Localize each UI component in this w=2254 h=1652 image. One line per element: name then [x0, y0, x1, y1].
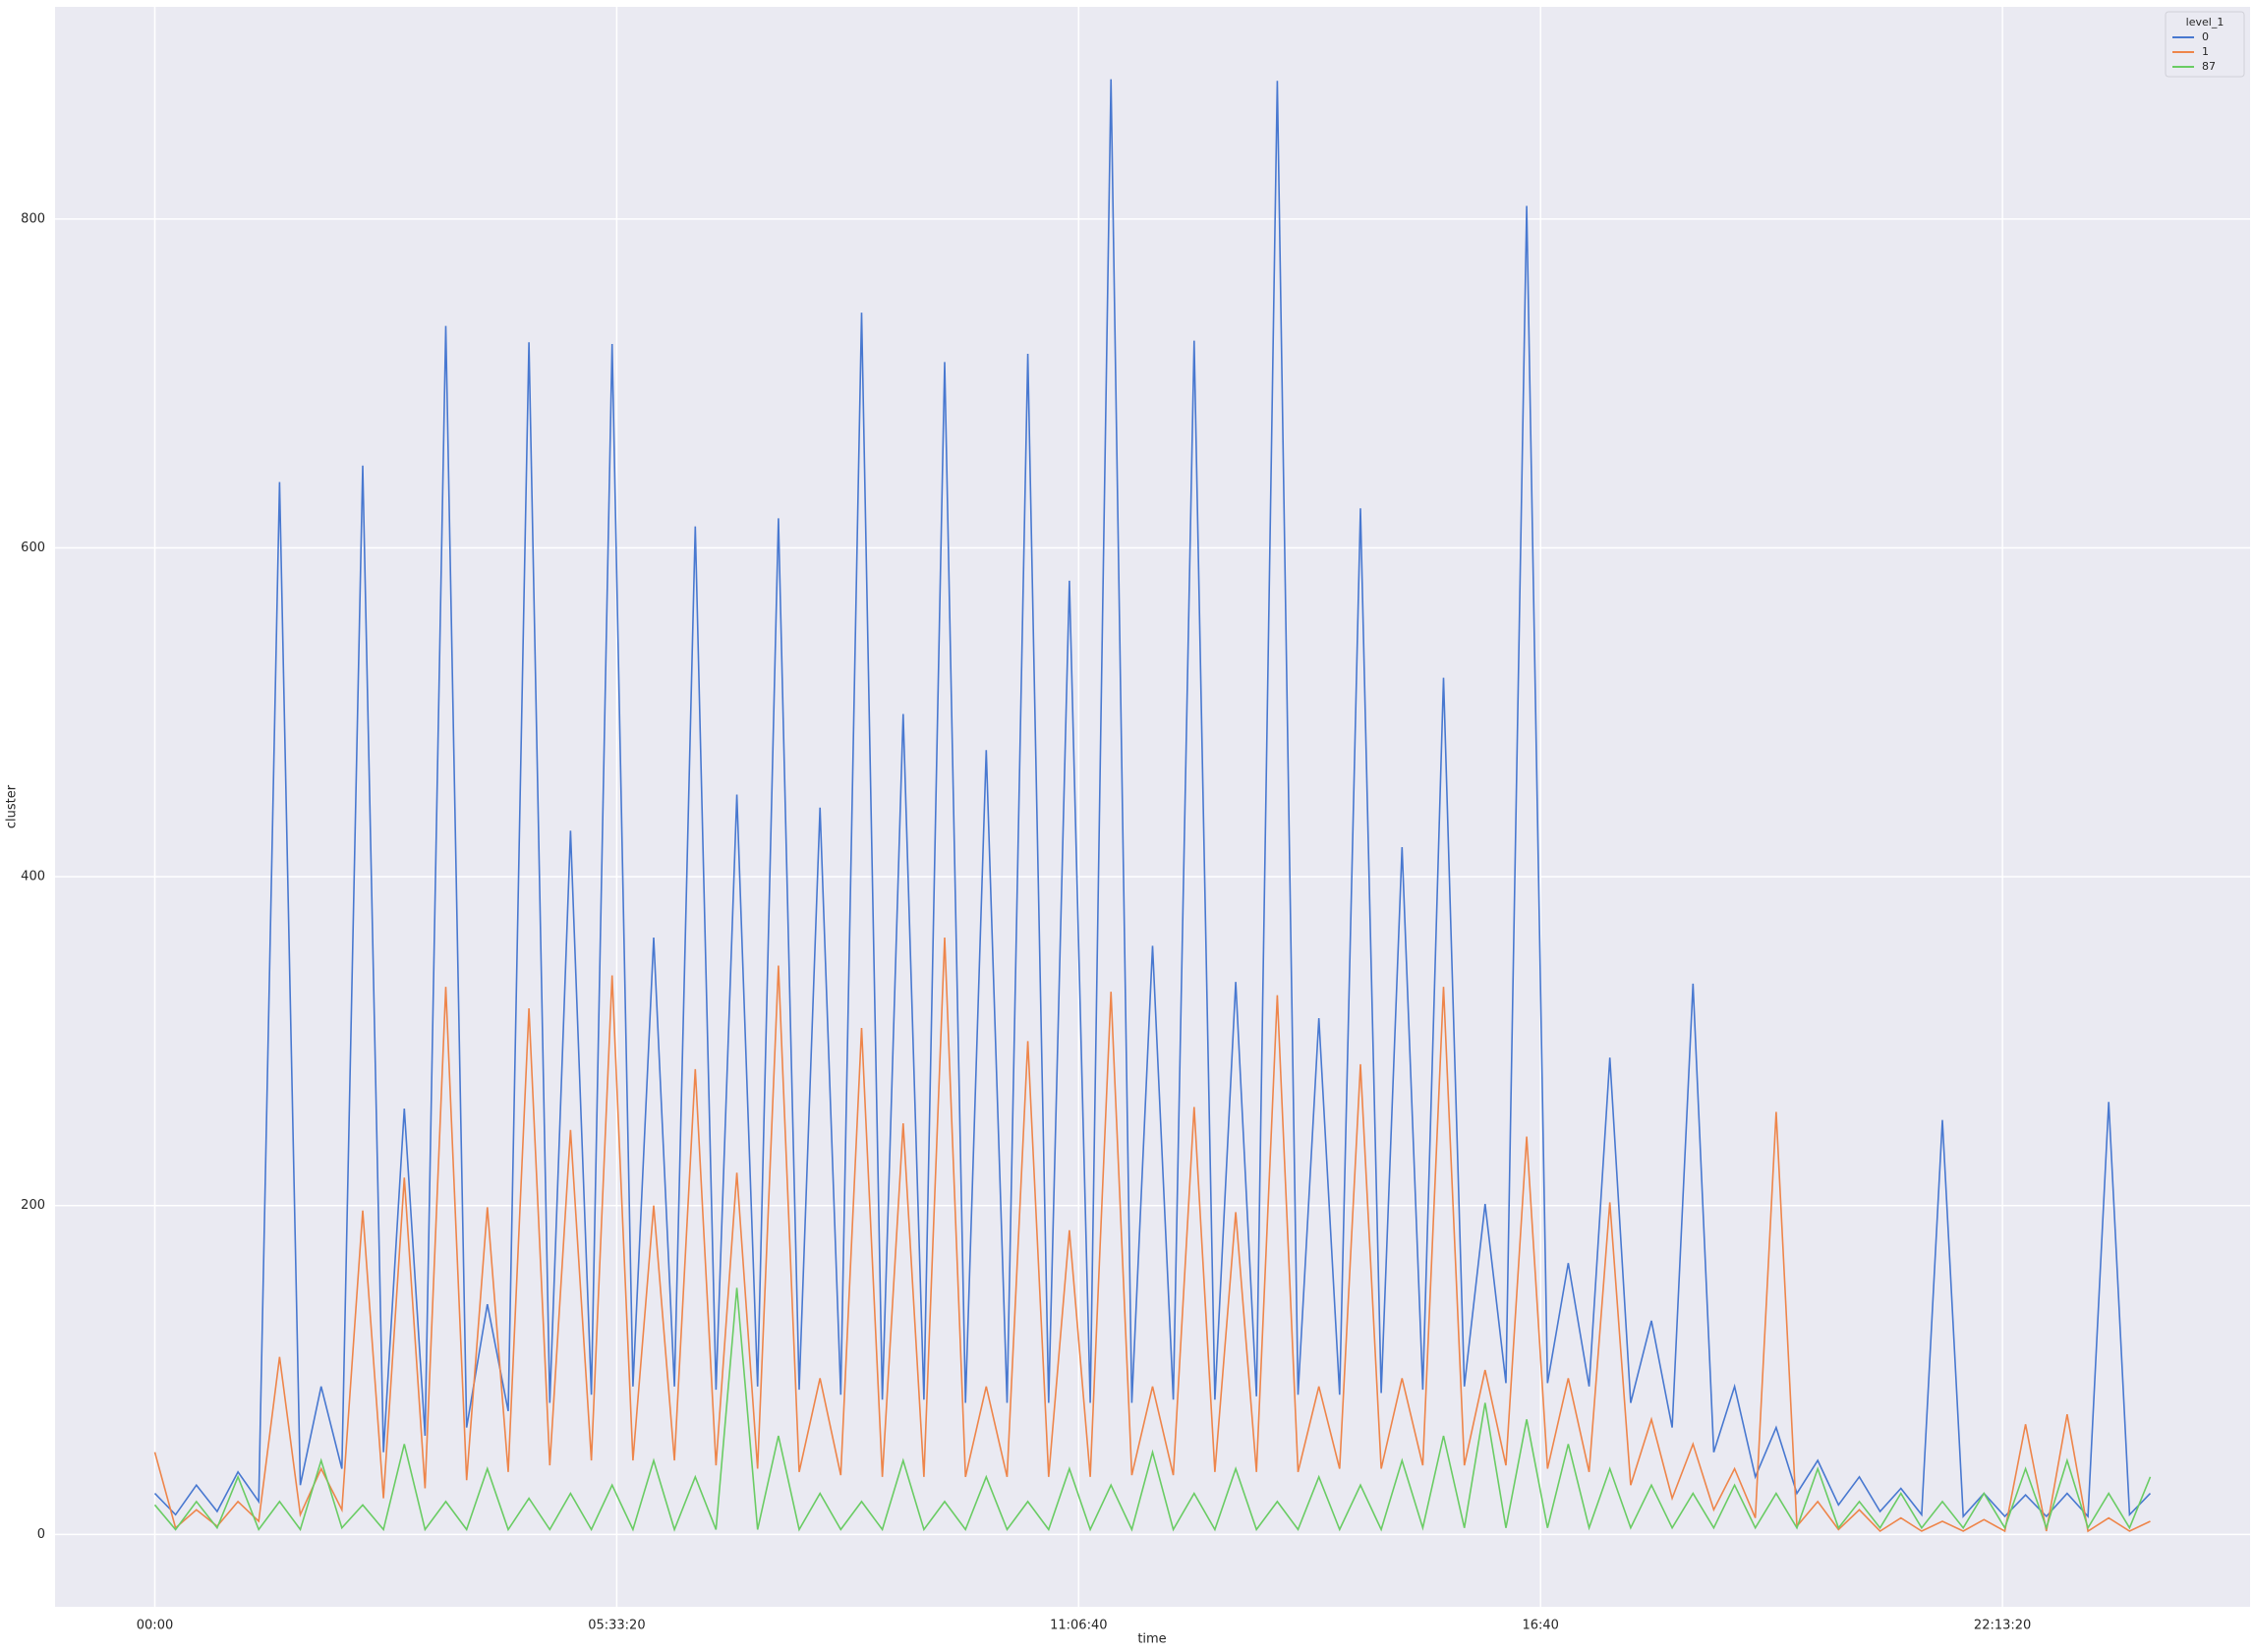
- grid: [55, 7, 2250, 1607]
- legend-label: 0: [2202, 30, 2209, 43]
- y-tick-label: 200: [21, 1198, 45, 1213]
- series-line: [153, 937, 2151, 1533]
- y-tick-label: 800: [21, 211, 45, 226]
- legend-label: 1: [2202, 45, 2209, 58]
- lines: [153, 79, 2152, 1533]
- legend-box: [2165, 11, 2245, 78]
- legend-label: 87: [2202, 60, 2216, 73]
- series-line: [153, 1287, 2152, 1532]
- legend: level_1 0 1 87: [2165, 11, 2245, 78]
- labels: 0 200 400 600 800 00:00 05:33:20 11:06:40 16:40 2…: [21, 211, 2031, 1632]
- plot-area: [55, 7, 2250, 1607]
- x-tick-label: 05:33:20: [588, 1619, 645, 1633]
- x-tick-label: 00:00: [137, 1619, 173, 1633]
- series-line: [153, 79, 2152, 1518]
- x-tick-label: 22:13:20: [1974, 1619, 2031, 1633]
- legend-title: level_1: [2186, 16, 2225, 28]
- y-tick-label: 0: [37, 1527, 45, 1542]
- y-tick-label: 400: [21, 870, 45, 884]
- y-axis-label: cluster: [5, 784, 20, 828]
- x-tick-label: 11:06:40: [1050, 1619, 1107, 1633]
- y-tick-label: 600: [21, 541, 45, 555]
- x-tick-label: 16:40: [1522, 1619, 1558, 1633]
- x-axis-label: time: [1137, 1632, 1166, 1647]
